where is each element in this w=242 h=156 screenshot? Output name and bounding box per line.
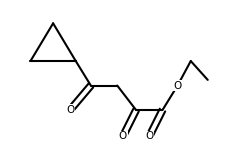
Text: O: O — [145, 132, 153, 141]
Text: O: O — [66, 105, 74, 115]
Text: O: O — [119, 132, 127, 141]
Text: O: O — [174, 80, 182, 90]
